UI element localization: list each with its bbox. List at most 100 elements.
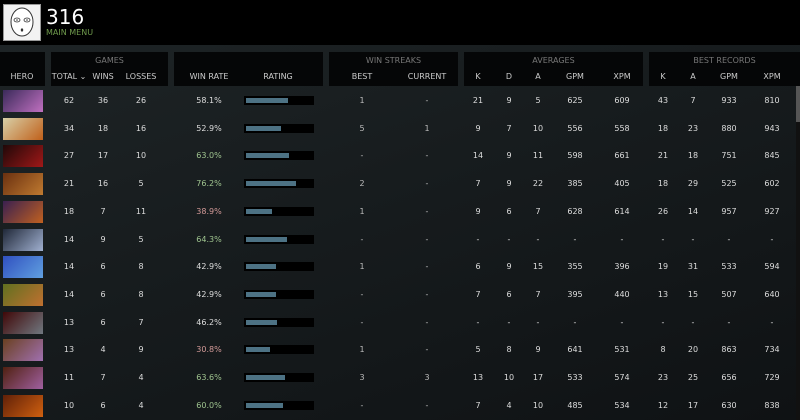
cell-xpm: 531 <box>614 345 630 355</box>
rating-bar <box>244 289 314 299</box>
cell-k: 21 <box>472 96 484 105</box>
cell-gpm: 395 <box>567 289 583 299</box>
cell-ra: - <box>691 234 695 244</box>
cell-a: 10 <box>532 400 544 410</box>
cell-rxpm: - <box>770 317 774 327</box>
column-header-rating[interactable]: RATING <box>263 72 293 81</box>
rating-bar <box>244 373 314 382</box>
rating-bar-fill <box>246 402 283 408</box>
cell-rxpm: 927 <box>764 206 780 216</box>
cell-a: 7 <box>535 289 541 299</box>
cell-gpm: - <box>573 234 577 244</box>
hero-portrait[interactable] <box>3 311 43 334</box>
cell-xpm: 614 <box>614 206 630 216</box>
column-header-rec-xpm[interactable]: XPM <box>763 72 781 81</box>
main-menu-link[interactable]: MAIN MENU <box>46 28 94 37</box>
cell-gpm: 625 <box>567 96 583 105</box>
cell-wins: 6 <box>100 317 106 327</box>
cell-rk: 23 <box>657 373 669 382</box>
cell-k: 7 <box>475 179 481 189</box>
cell-ra: 17 <box>687 400 699 410</box>
hero-portrait[interactable] <box>3 90 43 112</box>
column-header-avg-k[interactable]: K <box>475 72 481 81</box>
table-row[interactable]: 14 6 8 42.9% 1 - 6 9 15 355 396 19 31 533 594 <box>0 253 796 280</box>
cell-rxpm: 602 <box>764 179 780 189</box>
hero-portrait[interactable] <box>3 145 43 168</box>
cell-losses: 11 <box>135 206 147 216</box>
table-row[interactable]: 27 17 10 63.0% - - 14 9 11 598 661 21 18 751 845 <box>0 142 796 169</box>
cell-k: - <box>476 317 480 327</box>
cell-total: 11 <box>63 373 75 382</box>
cell-xpm: 534 <box>614 400 630 410</box>
rating-bar <box>244 317 314 327</box>
table-row[interactable]: 13 4 9 30.8% 1 - 5 8 9 641 531 8 20 863 734 <box>0 336 796 363</box>
cell-current: - <box>425 206 429 216</box>
hero-portrait[interactable] <box>3 117 43 140</box>
column-header-avg-d[interactable]: D <box>505 72 513 81</box>
column-header-rec-gpm[interactable]: GPM <box>720 72 738 81</box>
hero-portrait[interactable] <box>3 367 43 389</box>
cell-current: - <box>425 96 429 105</box>
column-header-hero[interactable]: HERO <box>10 72 34 81</box>
cell-rk: 18 <box>657 123 669 133</box>
column-header-avg-gpm[interactable]: GPM <box>566 72 584 81</box>
rating-bar <box>244 262 314 272</box>
column-header-win-rate[interactable]: WIN RATE <box>189 72 229 81</box>
hero-portrait[interactable] <box>3 173 43 196</box>
column-header-rec-k[interactable]: K <box>660 72 666 81</box>
cell-best: 1 <box>359 262 365 272</box>
rating-bar-fill <box>246 236 287 242</box>
rating-bar <box>244 234 314 244</box>
column-header-rec-a[interactable]: A <box>690 72 696 81</box>
hero-portrait[interactable] <box>3 339 43 362</box>
hero-portrait[interactable] <box>3 394 43 417</box>
table-row[interactable]: 14 9 5 64.3% - - - - - - - - - - - <box>0 226 796 253</box>
cell-wins: 36 <box>97 96 109 105</box>
table-row[interactable]: 10 6 4 60.0% - - 7 4 10 485 534 12 17 630 838 <box>0 392 796 419</box>
cell-k: 6 <box>475 262 481 272</box>
scrollbar-thumb[interactable] <box>796 86 800 122</box>
column-header-wins[interactable]: WINS <box>92 72 114 81</box>
cell-ra: 14 <box>687 206 699 216</box>
column-header-total[interactable]: TOTAL ⌄ <box>51 72 87 81</box>
column-header-avg-a[interactable]: A <box>535 72 541 81</box>
cell-losses: 5 <box>138 179 144 189</box>
cell-xpm: - <box>620 234 624 244</box>
hero-portrait[interactable] <box>3 228 43 251</box>
column-header-current[interactable]: CURRENT <box>407 72 447 81</box>
cell-gpm: 533 <box>567 373 583 382</box>
cell-rgpm: 533 <box>721 262 737 272</box>
table-row[interactable]: 62 36 26 58.1% 1 - 21 9 5 625 609 43 7 933 810 <box>0 87 796 114</box>
column-header-best[interactable]: BEST <box>351 72 373 81</box>
cell-win-rate: 46.2% <box>196 317 222 327</box>
cell-rgpm: - <box>727 317 731 327</box>
cell-xpm: 558 <box>614 123 630 133</box>
group-averages: AVERAGES <box>532 56 575 65</box>
hero-portrait[interactable] <box>3 283 43 306</box>
cell-win-rate: 30.8% <box>196 345 222 355</box>
rating-bar <box>244 123 314 133</box>
cell-rgpm: 507 <box>721 289 737 299</box>
scrollbar[interactable] <box>796 86 800 420</box>
table-row[interactable]: 34 18 16 52.9% 5 1 9 7 10 556 558 18 23 880 943 <box>0 115 796 142</box>
cell-total: 18 <box>63 206 75 216</box>
cell-ra: 15 <box>687 289 699 299</box>
rating-bar-fill <box>246 264 276 270</box>
hero-portrait[interactable] <box>3 200 43 223</box>
table-row[interactable]: 18 7 11 38.9% 1 - 9 6 7 628 614 26 14 957 927 <box>0 198 796 225</box>
table-row[interactable]: 11 7 4 63.6% 3 3 13 10 17 533 574 23 25 656 729 <box>0 364 796 391</box>
table-row[interactable]: 13 6 7 46.2% - - - - - - - - - - - <box>0 309 796 336</box>
cell-total: 10 <box>63 400 75 410</box>
hero-portrait[interactable] <box>3 256 43 279</box>
table-row[interactable]: 21 16 5 76.2% 2 - 7 9 22 385 405 18 29 525 602 <box>0 170 796 197</box>
cell-losses: 9 <box>138 345 144 355</box>
header-records-box <box>649 52 800 86</box>
column-header-avg-xpm[interactable]: XPM <box>613 72 631 81</box>
cell-best: 1 <box>359 206 365 216</box>
column-header-losses[interactable]: LOSSES <box>125 72 157 81</box>
cell-losses: 7 <box>138 317 144 327</box>
cell-gpm: 628 <box>567 206 583 216</box>
cell-win-rate: 76.2% <box>196 179 222 189</box>
table-row[interactable]: 14 6 8 42.9% - - 7 6 7 395 440 13 15 507 640 <box>0 281 796 308</box>
cell-rgpm: 933 <box>721 96 737 105</box>
